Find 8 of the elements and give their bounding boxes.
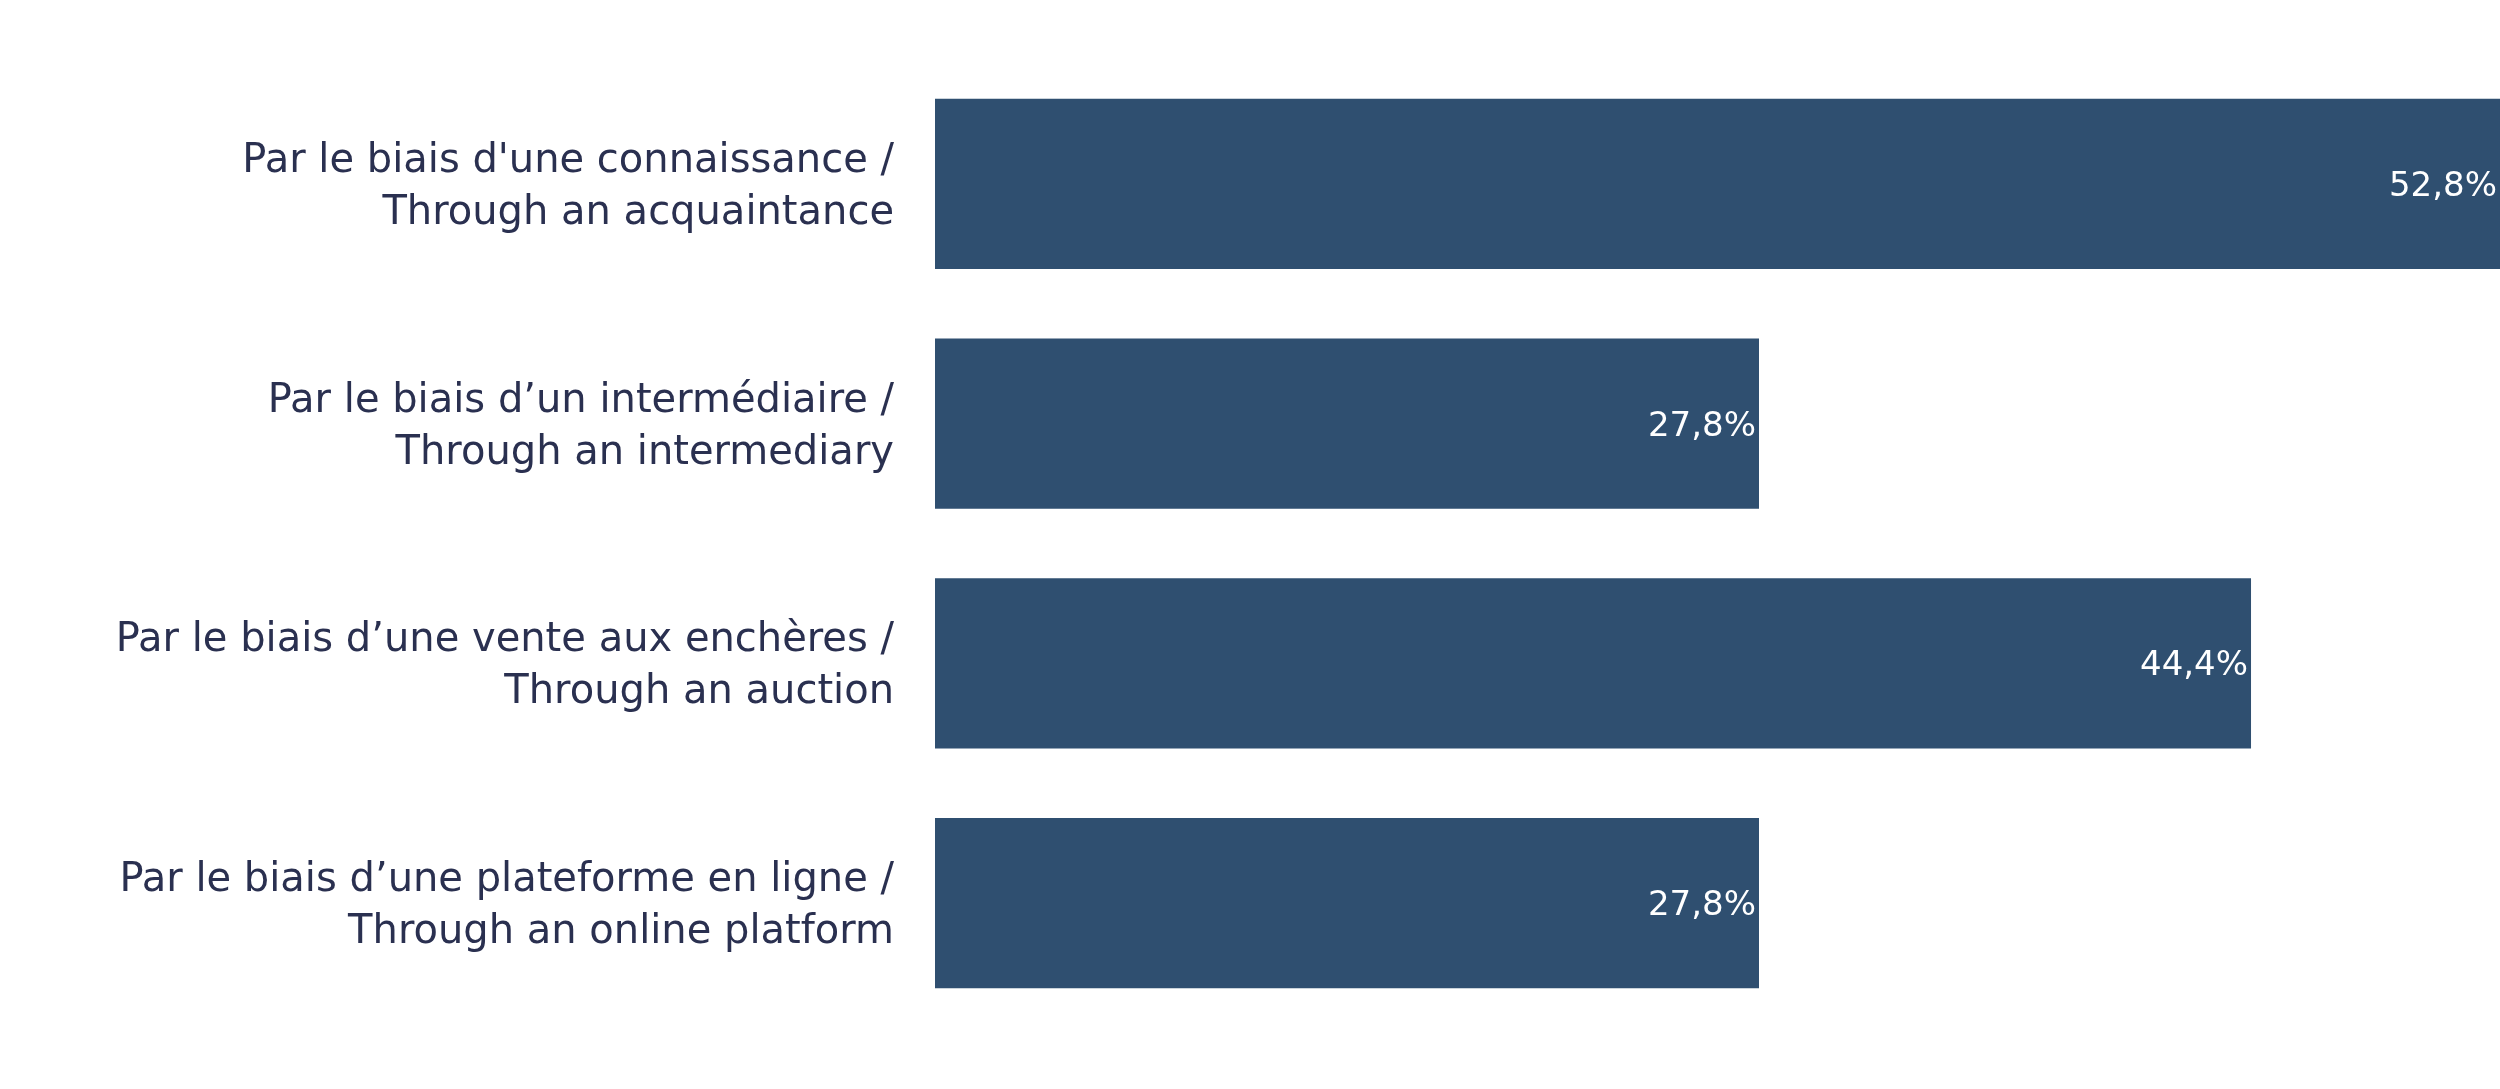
y-tick-label: Par le biais d’une vente aux enchères / Through an auction <box>115 614 895 713</box>
data-label: 52,8% <box>2388 163 2497 204</box>
data-label: 44,4% <box>2140 643 2249 684</box>
y-tick-label: Par le biais d’un intermédiaire / Through an intermediary <box>267 374 895 473</box>
y-tick-label: Par le biais d'une connaissance / Through an acquaintance <box>242 134 895 233</box>
data-label: 27,8% <box>1647 883 1756 924</box>
data-label: 27,8% <box>1647 403 1756 444</box>
y-tick-label: Par le biais d’une plateforme en ligne / Through an online platform <box>119 854 895 953</box>
